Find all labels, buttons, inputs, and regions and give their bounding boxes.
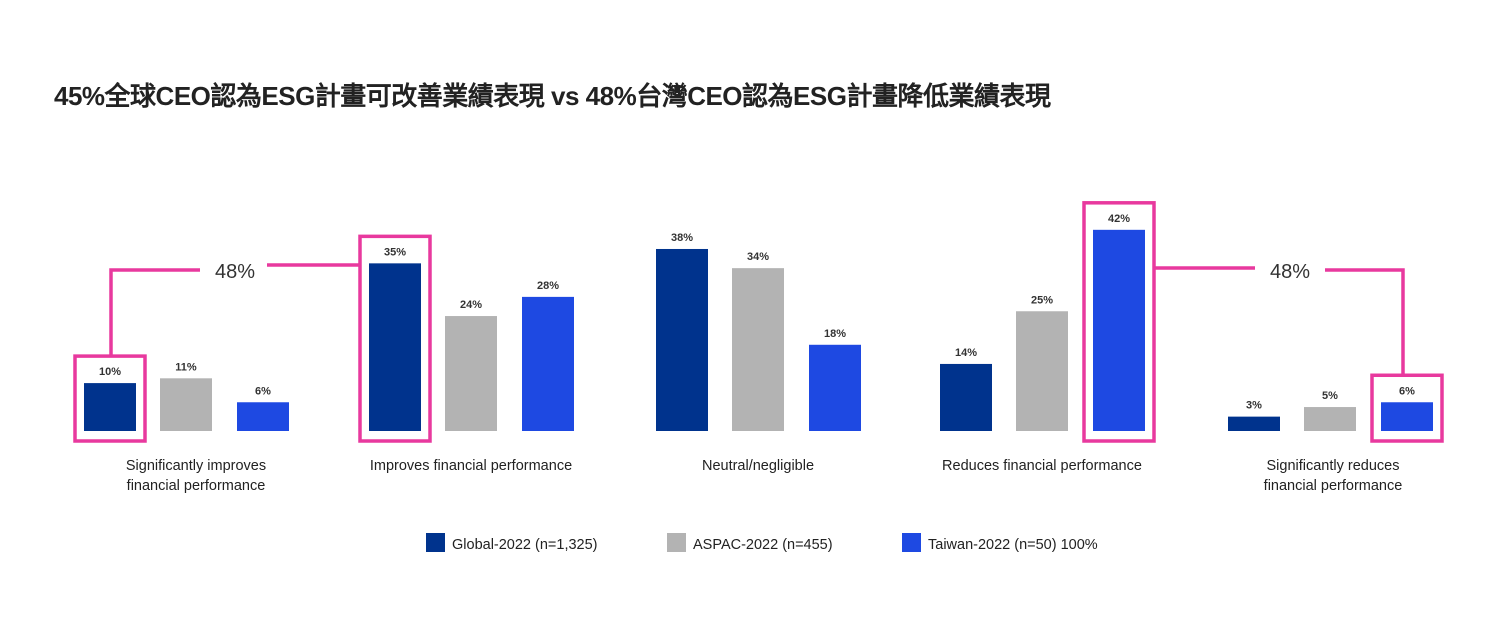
data-label: 35% [384, 246, 406, 258]
data-label: 11% [175, 361, 197, 373]
data-label: 42% [1108, 213, 1130, 225]
data-label: 5% [1322, 390, 1338, 402]
legend-label: ASPAC-2022 (n=455) [693, 537, 833, 553]
legend-swatch [667, 533, 686, 552]
bar [84, 383, 136, 431]
category-label: Reduces financial performance [942, 458, 1142, 474]
data-label: 6% [1399, 385, 1415, 397]
data-label: 18% [824, 328, 846, 340]
category-label: Significantly reduces [1267, 458, 1400, 474]
annotation-label: 48% [215, 261, 255, 283]
data-label: 34% [747, 251, 769, 263]
category-label: Significantly improves [126, 458, 266, 474]
legend-swatch [426, 533, 445, 552]
bar [732, 268, 784, 431]
annotation-label: 48% [1270, 261, 1310, 283]
data-label: 6% [255, 385, 271, 397]
bar [369, 263, 421, 431]
bar [160, 378, 212, 431]
bar [522, 296, 574, 431]
connector-line [1325, 268, 1405, 376]
bar [1304, 407, 1356, 431]
data-label: 25% [1031, 294, 1053, 306]
bar [1093, 229, 1145, 431]
bar [1228, 416, 1280, 431]
bar [445, 316, 497, 431]
chart-title: 45%全球CEO認為ESG計畫可改善業績表現 vs 48%台灣CEO認為ESG計… [54, 81, 1051, 111]
bar [940, 363, 992, 431]
data-label: 38% [671, 232, 693, 244]
data-label: 28% [537, 280, 559, 292]
legend-swatch [902, 533, 921, 552]
bar [1016, 311, 1068, 431]
bar [656, 248, 708, 431]
bar [809, 344, 861, 431]
category-label: Improves financial performance [370, 458, 572, 474]
highlight-box [358, 234, 432, 443]
category-label: Neutral/negligible [702, 458, 814, 474]
data-label: 10% [99, 366, 121, 378]
category-label: financial performance [127, 478, 266, 494]
bar [237, 402, 289, 431]
category-label: financial performance [1264, 478, 1403, 494]
data-label: 14% [955, 347, 977, 359]
data-label: 24% [460, 299, 482, 311]
data-label: 3% [1246, 400, 1262, 412]
legend-label: Taiwan-2022 (n=50) 100% [928, 537, 1098, 553]
highlight-box [1082, 201, 1156, 443]
highlight-box [1370, 373, 1444, 443]
connector-line [109, 268, 200, 357]
bar [1381, 402, 1433, 431]
legend-label: Global-2022 (n=1,325) [452, 537, 598, 553]
